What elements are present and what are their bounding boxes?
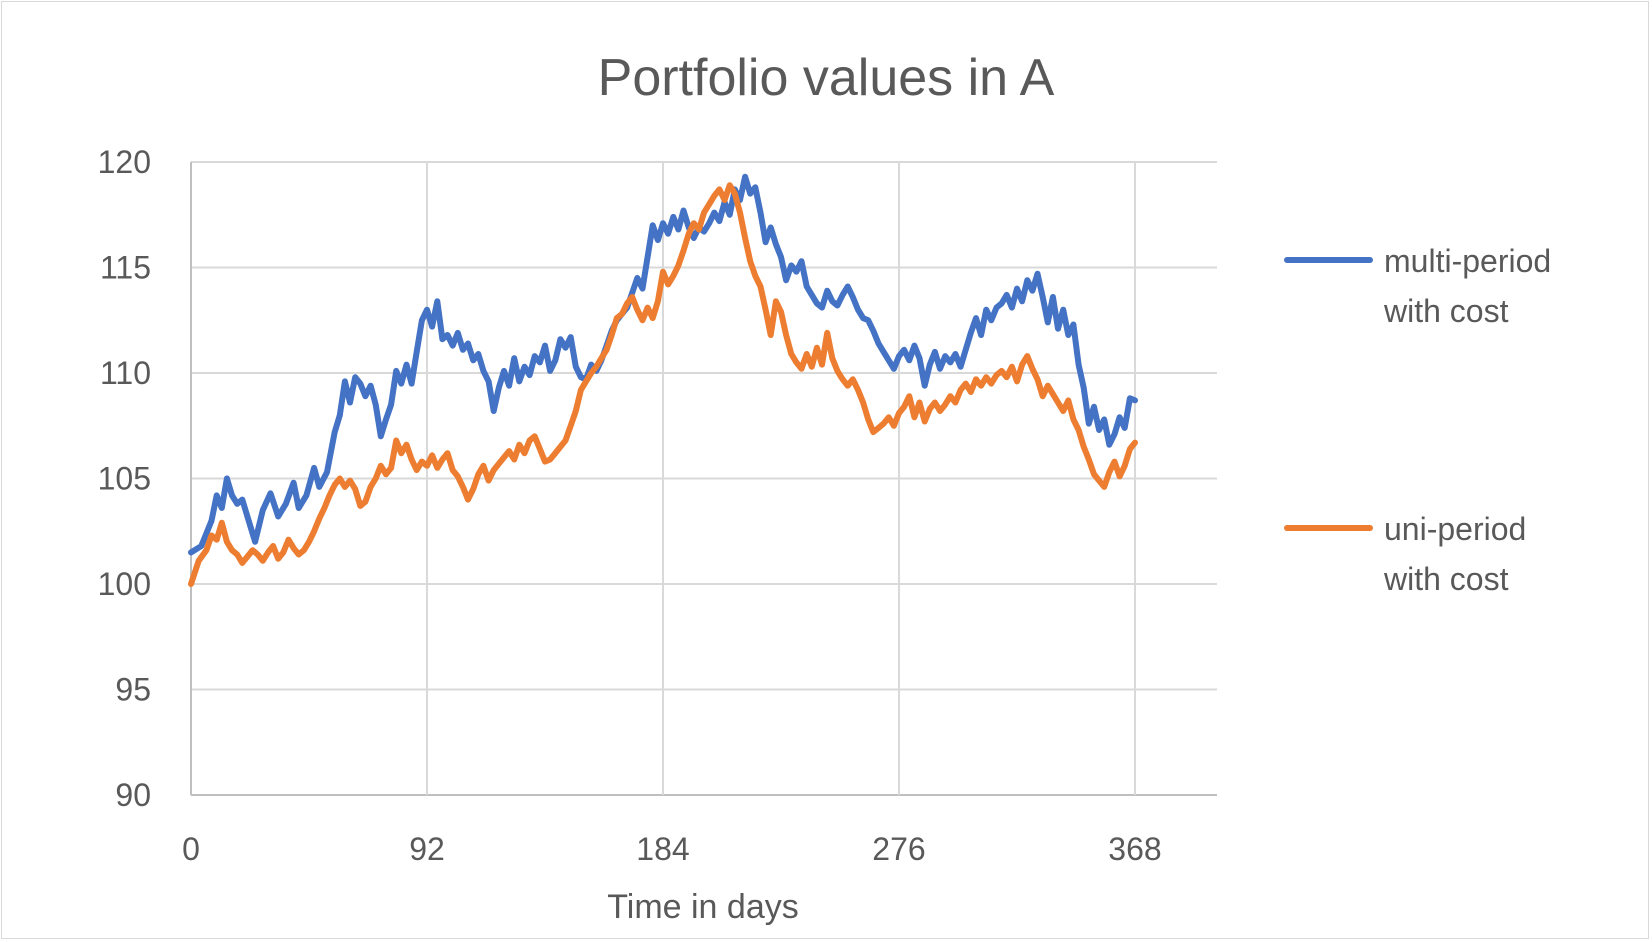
y-tick-label: 120 [98,144,151,180]
series-lines [188,173,1138,587]
y-tick-label: 105 [98,461,151,497]
x-tick-label: 0 [182,831,200,867]
legend-label: multi-period [1384,243,1551,279]
gridlines [190,161,1217,796]
legend-label: with cost [1383,561,1509,597]
y-tick-label: 110 [100,355,151,391]
series-line-uni-period [188,182,1138,587]
y-tick-label: 115 [100,250,151,286]
x-tick-label: 276 [872,831,925,867]
legend-label: uni-period [1384,511,1526,547]
x-tick-label: 184 [636,831,689,867]
x-axis-label: Time in days [607,888,798,926]
x-tick-label: 368 [1108,831,1161,867]
x-tick-label: 92 [409,831,445,867]
y-tick-label: 100 [98,566,151,602]
tick-labels: 90 95 100 105 110 115 120 0 92 184 276 368 [98,144,1162,867]
legend-label: with cost [1383,293,1509,329]
chart-title: Portfolio values in A [598,49,1055,107]
series-line-multi-period [188,173,1138,556]
y-tick-label: 90 [115,777,151,813]
legend: multi-period with cost uni-period with cost [1284,243,1551,597]
y-tick-label: 95 [115,672,151,708]
